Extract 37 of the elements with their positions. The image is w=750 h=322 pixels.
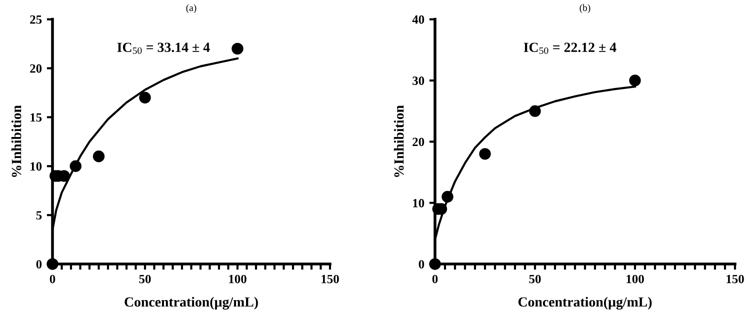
y-axis-title: %Inhibition — [394, 105, 404, 177]
y-tick-label: 10 — [30, 162, 42, 171]
point — [232, 42, 244, 55]
y-tick-label: 30 — [412, 76, 424, 85]
annotation: IC$_{50}$ = 33.14 ± 4 — [117, 42, 210, 54]
x-tick-label: 100 — [626, 274, 644, 284]
y-tick-label: 5 — [36, 211, 42, 220]
y-axis-title: %Inhibition — [11, 105, 22, 177]
point — [529, 105, 541, 117]
y-tick-label: 0 — [36, 260, 42, 268]
x-tick-label: 50 — [139, 274, 151, 284]
annotation: IC$_{50}$ = 22.12 ± 4 — [524, 42, 616, 54]
x-tick-label: 50 — [529, 274, 541, 284]
x-axis-title: Concentration(µg/mL) — [124, 296, 258, 310]
point — [92, 150, 105, 162]
point — [442, 190, 454, 203]
x-tick-label: 0 — [432, 274, 438, 284]
x-tick-label: 100 — [229, 274, 246, 284]
x-tick-label: 150 — [726, 274, 744, 284]
x-tick-label: 150 — [322, 274, 339, 284]
point — [629, 74, 641, 86]
point — [139, 92, 151, 104]
point — [429, 258, 441, 270]
chart-title: (b) — [580, 4, 590, 14]
y-tick-label: 25 — [30, 15, 42, 24]
y-tick-label: 10 — [413, 198, 424, 208]
point — [46, 258, 58, 270]
y-tick-label: 15 — [30, 113, 42, 122]
chart-title: (a) — [186, 4, 196, 14]
point — [70, 160, 82, 172]
point — [479, 148, 491, 160]
y-tick-label: 20 — [412, 138, 424, 146]
x-axis-title: Concentration(µg/mL) — [518, 296, 652, 310]
y-tick-label: 20 — [30, 64, 42, 73]
y-tick-label: 40 — [412, 15, 424, 24]
y-tick-label: 0 — [418, 260, 424, 268]
x-tick-label: 0 — [50, 274, 56, 284]
